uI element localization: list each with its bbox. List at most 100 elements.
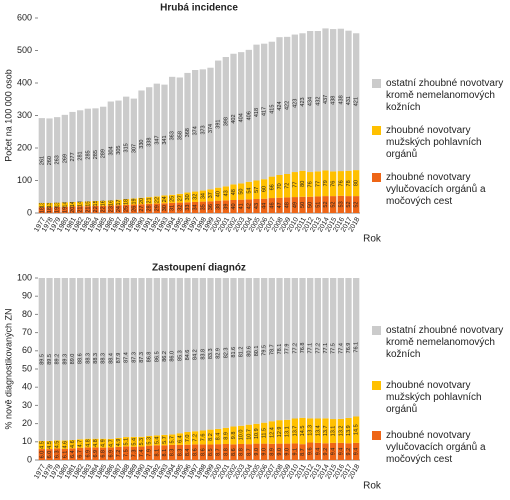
data-label: 30	[185, 194, 191, 200]
bar-segment	[138, 204, 145, 213]
bar-segment	[184, 278, 191, 432]
data-label: 25	[124, 206, 130, 212]
data-label: 20	[139, 198, 145, 204]
data-label: 27	[139, 206, 145, 212]
bar-segment	[153, 435, 160, 446]
data-label: 10.9	[254, 428, 260, 439]
data-label: 57	[254, 187, 260, 193]
data-label: 89.0	[70, 354, 76, 365]
bar-segment	[192, 278, 199, 432]
bar-segment	[84, 201, 91, 207]
bar-segment	[261, 179, 268, 199]
data-label: 80.1	[254, 346, 260, 357]
bar-segment	[245, 181, 252, 200]
data-label: 66	[269, 184, 275, 190]
bar-segment	[276, 174, 283, 198]
data-label: 391	[216, 120, 222, 129]
data-label: 52	[323, 201, 329, 207]
bar-segment	[115, 199, 122, 206]
bar-segment	[353, 33, 360, 171]
bar-segment	[176, 444, 183, 460]
legend-swatch	[372, 431, 381, 440]
bar-segment	[245, 444, 252, 460]
bar-segment	[268, 198, 275, 213]
bar-segment	[322, 443, 329, 460]
data-label: 86.0	[170, 351, 176, 362]
data-label: 21	[78, 207, 84, 213]
bar-segment	[130, 446, 137, 460]
data-label: 4.7	[108, 439, 114, 447]
bar-segment	[146, 87, 153, 198]
bar-segment	[169, 76, 176, 195]
data-label: 423	[292, 99, 298, 108]
y-tick-label: 0	[27, 454, 32, 464]
data-label: 81.6	[231, 347, 237, 358]
bar-segment	[353, 196, 360, 213]
data-label: 81.2	[239, 347, 245, 358]
bar-segment	[307, 418, 314, 443]
bar-segment	[61, 206, 68, 213]
legend-label: ostatní zhoubné novotvary kromě nemelano…	[386, 78, 504, 113]
bar-segment	[123, 199, 130, 205]
bar-segment	[337, 171, 344, 196]
bar-segment	[38, 278, 45, 441]
bar-segment	[330, 419, 337, 443]
data-label: 13.1	[331, 426, 337, 437]
bar-segment	[192, 201, 199, 213]
bar-segment	[138, 278, 145, 437]
bar-segment	[299, 444, 306, 460]
bar-segment	[238, 52, 245, 184]
data-label: 423	[300, 97, 306, 106]
data-label: 13.2	[338, 426, 344, 437]
data-label: 437	[323, 95, 329, 104]
data-label: 77.9	[285, 344, 291, 355]
bar-segment	[207, 201, 214, 213]
data-label: 87.3	[139, 352, 145, 363]
bar-segment	[215, 428, 222, 445]
data-label: 52	[331, 201, 337, 207]
data-label: 12.9	[277, 427, 283, 438]
bar-segment	[276, 443, 283, 460]
data-label: 27	[177, 195, 183, 201]
data-label: 8.4	[216, 433, 222, 441]
data-label: 9.0	[285, 448, 291, 456]
bar-segment	[54, 117, 61, 203]
data-label: 6.0	[39, 451, 45, 459]
bar-segment	[115, 100, 122, 200]
data-label: 83.3	[208, 348, 214, 359]
bar-segment	[138, 436, 145, 447]
data-label: 22	[154, 197, 160, 203]
data-label: 9.4	[354, 448, 360, 456]
bar-segment	[284, 443, 291, 460]
data-label: 14	[62, 201, 68, 207]
data-label: 40	[231, 203, 237, 209]
data-label: 87.9	[116, 353, 122, 364]
bar-segment	[238, 425, 245, 444]
data-label: 44	[262, 203, 268, 209]
bar-segment	[192, 444, 199, 460]
bar-segment	[38, 449, 45, 460]
data-label: 85.3	[177, 350, 183, 361]
data-label: 49	[292, 202, 298, 208]
bar-segment	[77, 206, 84, 213]
bar-segment	[238, 443, 245, 460]
y-tick-label: 60	[22, 345, 32, 355]
bar-segment	[138, 446, 145, 460]
data-label: 4.8	[85, 439, 91, 447]
data-label: 88.3	[93, 353, 99, 364]
bar-segment	[192, 431, 199, 445]
data-label: 432	[315, 97, 321, 106]
data-label: 86.8	[147, 352, 153, 363]
data-label: 5.1	[124, 438, 130, 446]
data-label: 60	[262, 186, 268, 192]
bar-segment	[161, 203, 168, 213]
data-label: 19	[62, 207, 68, 213]
data-label: 7.4	[139, 449, 145, 457]
data-label: 305	[116, 146, 122, 155]
bar-segment	[84, 447, 91, 460]
bar-segment	[46, 278, 53, 441]
bar-segment	[330, 171, 337, 197]
data-label: 8.3	[170, 449, 176, 457]
data-label: 6.4	[70, 450, 76, 458]
data-label: 285	[93, 150, 99, 159]
